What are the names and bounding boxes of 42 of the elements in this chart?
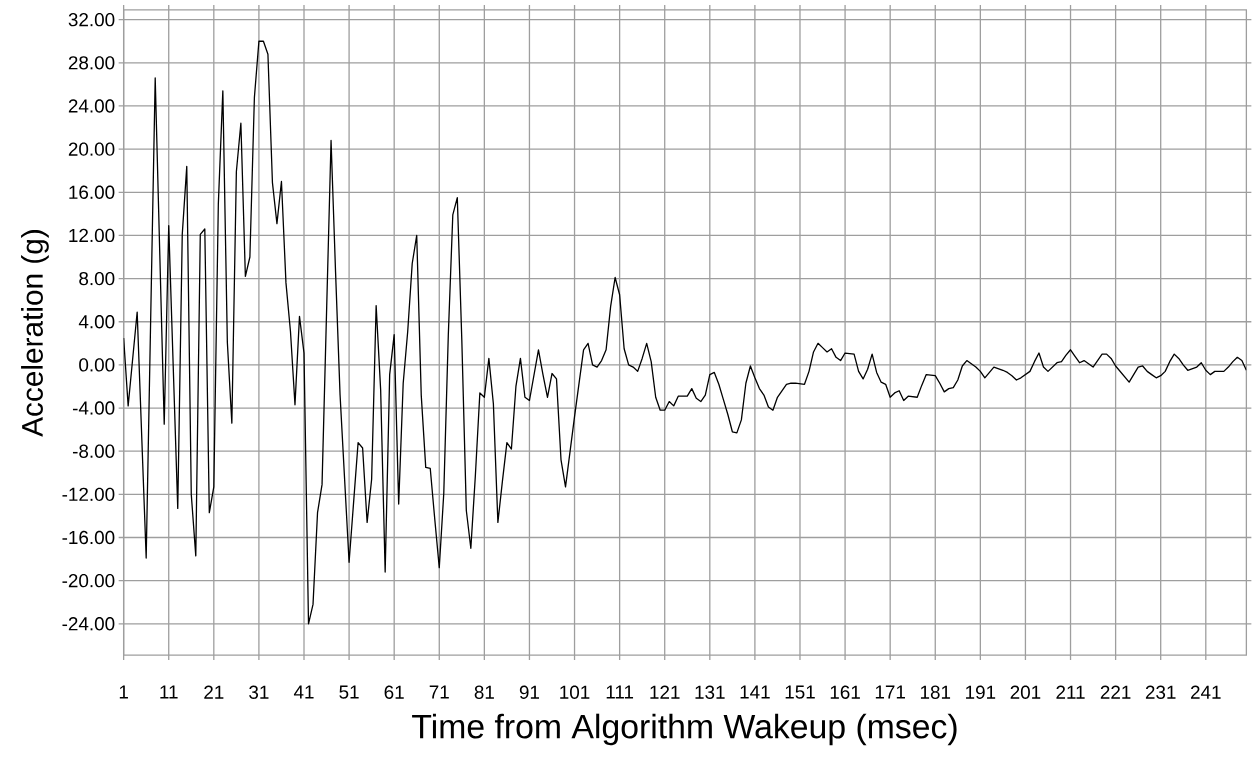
y-tick-label: -12.00 <box>62 487 115 502</box>
y-tick-label: -24.00 <box>62 617 115 631</box>
x-axis-title: Time from Algorithm Wakeup (msec) <box>412 713 957 746</box>
x-tick-label: 81 <box>474 685 494 700</box>
y-tick-label: 28.00 <box>68 56 115 70</box>
x-tick-label: 41 <box>293 685 314 699</box>
x-tick-label: 161 <box>830 685 860 700</box>
y-tick-label: 16.00 <box>69 185 115 200</box>
x-tick-label: 191 <box>966 685 996 700</box>
x-tick-label: 121 <box>650 685 680 699</box>
x-tick-label: 21 <box>204 685 224 699</box>
y-tick-label: 20.00 <box>68 142 115 156</box>
x-tick-label: 151 <box>785 685 815 699</box>
y-tick-label: 0.00 <box>79 358 115 372</box>
x-tick-label: 221 <box>1100 685 1131 699</box>
x-tick-label: 91 <box>519 685 540 700</box>
x-tick-label: 241 <box>1191 685 1221 699</box>
x-tick-label: 31 <box>249 685 269 700</box>
x-tick-label: 111 <box>606 685 634 699</box>
x-tick-label: 231 <box>1145 685 1176 700</box>
x-tick-label: 1 <box>119 685 128 699</box>
x-tick-label: 201 <box>1010 685 1041 700</box>
y-tick-label: 24.00 <box>68 99 115 113</box>
y-tick-label: -16.00 <box>62 530 115 545</box>
y-tick-label: 32.00 <box>68 13 115 27</box>
x-tick-label: 61 <box>384 685 404 700</box>
x-tick-label: 211 <box>1056 685 1085 699</box>
x-tick-label: 141 <box>740 685 770 699</box>
y-tick-label: -20.00 <box>62 574 115 588</box>
x-tick-label: 101 <box>560 685 590 700</box>
x-tick-label: 181 <box>920 685 951 700</box>
y-tick-label: 8.00 <box>79 272 115 286</box>
y-tick-label: 12.00 <box>69 228 115 243</box>
x-tick-label: 131 <box>695 685 725 700</box>
y-tick-label: -8.00 <box>72 444 115 458</box>
x-tick-label: 51 <box>339 685 359 699</box>
y-tick-label: 4.00 <box>78 315 115 329</box>
x-tick-label: 71 <box>429 685 449 699</box>
x-tick-label: 171 <box>875 685 905 699</box>
x-tick-label: 11 <box>160 685 178 699</box>
y-axis-title: Acceleration (g) <box>21 230 49 437</box>
y-tick-label: -4.00 <box>72 401 115 415</box>
